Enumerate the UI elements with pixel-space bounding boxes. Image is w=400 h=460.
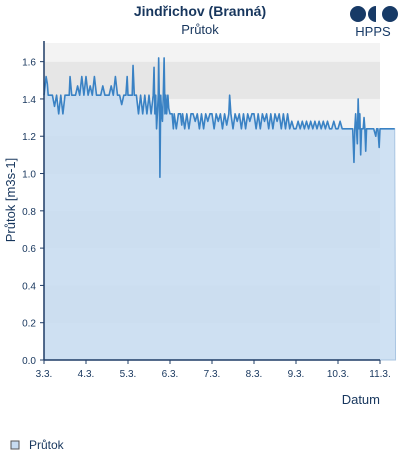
y-axis-title: Průtok [m3s-1] [3,158,18,243]
legend-swatch [10,440,20,450]
x-tick-label: 8.3. [246,369,263,380]
x-tick-label: 9.3. [288,369,305,380]
logo-text: HPPS [355,24,391,39]
y-tick-label: 1.6 [22,58,36,69]
hpps-logo: HPPS [350,6,398,39]
series-line-prutok [43,57,395,179]
y-tick-label: 0.2 [22,319,36,330]
y-tick-labels: 0.0 0.2 0.4 0.6 0.8 1.0 1.2 1.4 1.6 [22,58,44,367]
x-axis-title: Datum [342,392,380,407]
y-tick-label: 1.2 [22,132,36,143]
y-tick-label: 0.0 [22,356,36,367]
legend: Průtok [10,438,65,452]
grid-band [44,61,380,99]
y-tick-label: 0.6 [22,244,36,255]
legend-item-label: Průtok [29,438,65,452]
y-tick-label: 1.0 [22,170,36,181]
y-tick-label: 0.4 [22,281,36,292]
grid-band [44,43,380,62]
x-tick-label: 11.3. [369,369,391,380]
chart-title: Jindřichov (Branná) [134,3,266,19]
y-tick-label: 0.8 [22,207,36,218]
y-tick-label: 1.4 [22,95,36,106]
x-tick-label: 6.3. [162,369,179,380]
x-tick-label: 7.3. [204,369,221,380]
logo-circle-right-icon [382,6,398,22]
x-tick-label: 4.3. [78,369,95,380]
x-tick-label: 10.3. [327,369,349,380]
x-tick-labels: 3.3. 4.3. 5.3. 6.3. 7.3. 8.3. 9.3. 10.3. 11.3. [36,360,391,380]
logo-circle-left-icon [350,6,366,22]
x-tick-label: 3.3. [36,369,53,380]
x-tick-label: 5.3. [120,369,137,380]
chart-subtitle: Průtok [181,22,219,37]
logo-half-circle-icon [368,6,376,22]
